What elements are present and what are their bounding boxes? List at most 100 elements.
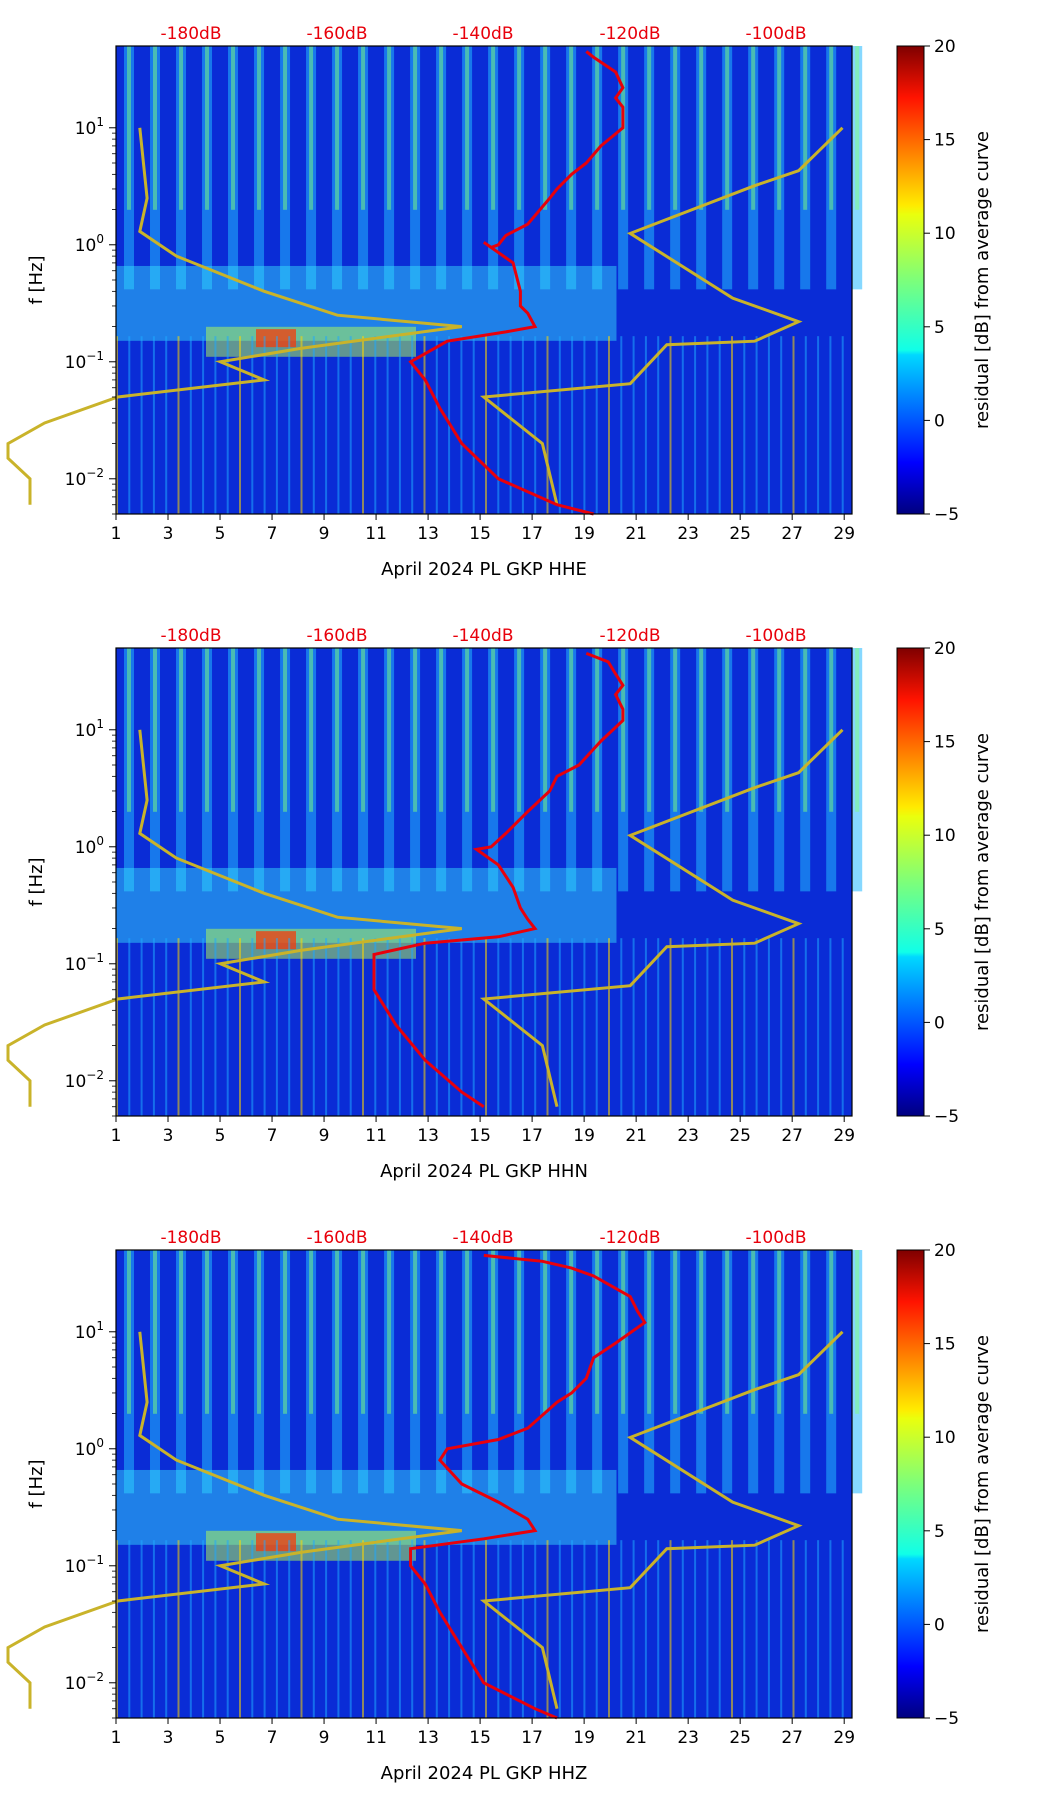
lf-streak: [300, 336, 303, 514]
x-tick-label: 23: [677, 1126, 699, 1146]
db-tick-label: -120dB: [599, 24, 660, 44]
lf-streak: [423, 336, 426, 514]
lf-streak: [804, 1540, 807, 1718]
day-stripe-core: [517, 648, 522, 812]
day-stripe-core: [829, 648, 834, 812]
lf-streak: [152, 336, 155, 514]
day-stripe-core: [439, 648, 444, 812]
lf-streak: [152, 938, 155, 1116]
day-stripe-core: [465, 648, 470, 812]
lf-streak: [349, 1540, 352, 1718]
lf-streak: [472, 1540, 475, 1718]
lf-streak: [214, 1540, 217, 1718]
db-tick-label: -100dB: [745, 1228, 806, 1248]
day-stripe-core: [517, 46, 522, 210]
lf-streak: [337, 938, 340, 1116]
lf-streak: [681, 336, 684, 514]
colorbar-tick-label: 5: [934, 1522, 945, 1542]
colorbar-tick-label: 20: [934, 639, 956, 659]
x-tick-label: 23: [677, 1728, 699, 1748]
day-stripe-core: [439, 46, 444, 210]
lf-streak: [288, 938, 291, 1116]
x-tick-label: 23: [677, 524, 699, 544]
lf-streak: [644, 336, 647, 514]
day-stripe-core: [387, 1250, 392, 1414]
lf-streak: [595, 938, 598, 1116]
x-tick-label: 17: [521, 1728, 543, 1748]
day-stripes-hhe: [116, 46, 863, 514]
lf-streak: [804, 938, 807, 1116]
day-stripe-core: [361, 1250, 366, 1414]
lf-streak: [177, 336, 180, 514]
day-stripe-core: [595, 1250, 600, 1414]
lf-streak: [312, 1540, 315, 1718]
lf-streak: [275, 938, 278, 1116]
lf-streak: [731, 938, 733, 1116]
x-tick-label: 17: [521, 1126, 543, 1146]
x-tick-label: 21: [625, 1728, 647, 1748]
day-stripe-core: [491, 648, 496, 812]
day-stripe-core: [127, 46, 132, 210]
db-tick-label: -120dB: [599, 626, 660, 646]
day-stripe-core: [647, 648, 652, 812]
lf-streak: [325, 1540, 328, 1718]
day-stripe-core: [231, 648, 236, 812]
lf-streak: [398, 1540, 401, 1718]
day-stripe-core: [413, 1250, 418, 1414]
colorbar-tick-label: 10: [934, 1428, 956, 1448]
lf-streak: [165, 938, 168, 1116]
lf-streak: [829, 1540, 832, 1718]
lf-streak: [608, 336, 610, 514]
lf-streak: [128, 938, 131, 1116]
colorbar-tick-label: 20: [934, 1241, 956, 1261]
lf-streak: [829, 336, 832, 514]
lf-streak: [349, 336, 352, 514]
lf-streak: [841, 1540, 844, 1718]
day-stripe-core: [751, 1250, 756, 1414]
day-stripe-core: [855, 1250, 860, 1414]
lf-streak: [755, 336, 758, 514]
lf-streak: [706, 336, 709, 514]
x-tick-label: 21: [625, 524, 647, 544]
lf-streak: [460, 336, 463, 514]
x-tick-label: 11: [365, 1126, 387, 1146]
x-tick-label: 9: [319, 1728, 330, 1748]
colorbar-gradient: [896, 647, 925, 1117]
lf-streak: [767, 336, 770, 514]
lf-streak: [731, 336, 733, 514]
db-tick-label: -180dB: [160, 1228, 221, 1248]
lf-streak: [571, 938, 574, 1116]
x-tick-label: 15: [469, 1728, 491, 1748]
lf-streak: [202, 938, 205, 1116]
lf-streak: [411, 336, 414, 514]
lf-streak: [140, 1540, 143, 1718]
x-tick-label: 19: [573, 524, 595, 544]
x-tick-label: 13: [417, 524, 439, 544]
lf-streak: [362, 336, 364, 514]
lf-streak: [534, 336, 537, 514]
lf-streak: [239, 1540, 241, 1718]
x-tick-label: 25: [729, 524, 751, 544]
lf-streak: [189, 1540, 192, 1718]
average-curve: [409, 1253, 647, 1720]
x-tick-label: 13: [417, 1728, 439, 1748]
x-tick-label: 1: [111, 524, 122, 544]
lf-streak: [509, 1540, 512, 1718]
db-tick-labels-hhn: -180dB -160dB -140dB -120dB -100dB: [160, 626, 806, 646]
day-stripe-core: [465, 1250, 470, 1414]
lf-streak: [189, 336, 192, 514]
day-stripe-core: [543, 1250, 548, 1414]
y-tick-label: 10−2: [65, 466, 104, 490]
lf-streak: [792, 938, 795, 1116]
lf-streak: [583, 1540, 586, 1718]
colorbar-tick-label: 10: [934, 826, 956, 846]
lf-streak: [263, 1540, 266, 1718]
lf-streak: [706, 938, 709, 1116]
lf-streak: [374, 1540, 377, 1718]
lf-streak: [608, 1540, 610, 1718]
lf-streak: [202, 1540, 205, 1718]
lf-streak: [116, 938, 118, 1116]
colorbar-tick-label: −5: [934, 505, 959, 525]
colorbar-gradient: [896, 45, 925, 515]
lf-streak: [583, 336, 586, 514]
